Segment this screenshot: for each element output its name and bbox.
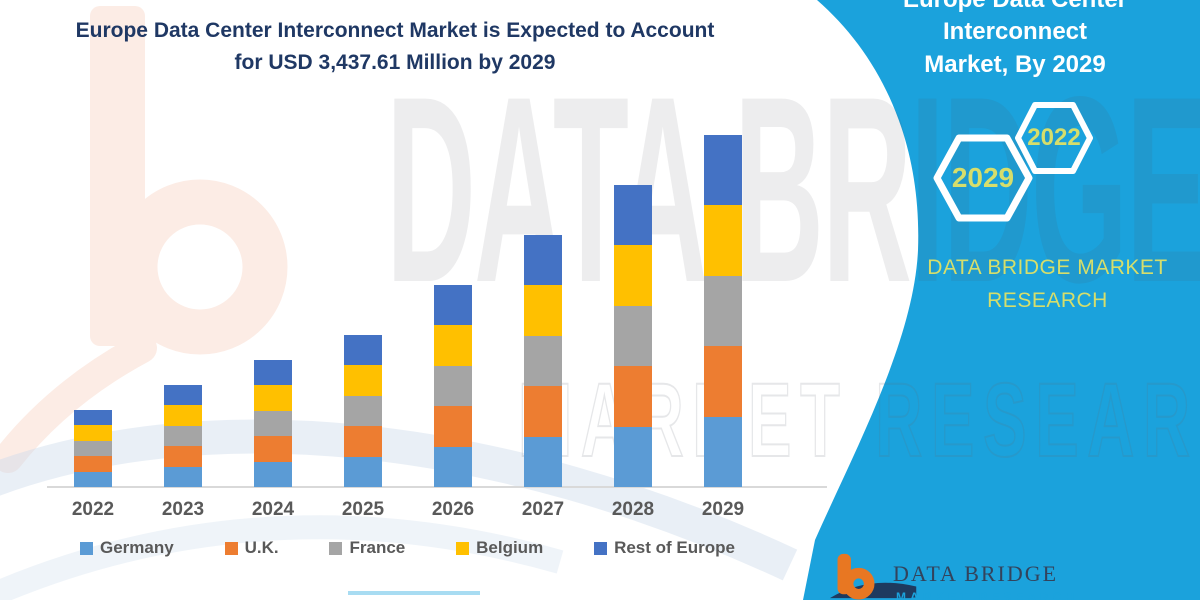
bar-2028 <box>614 185 652 487</box>
legend-label: Belgium <box>476 538 544 557</box>
bar-segment-rest-of-europe <box>74 410 112 426</box>
page-title-line1: Europe Data Center Interconnect Market i… <box>75 19 715 42</box>
legend-item-u-k-: U.K. <box>224 538 279 558</box>
brand-wordmark: DATA BRIDGE MARKET RESEARCH <box>915 252 1180 317</box>
bar-2024 <box>254 360 292 487</box>
x-axis-line <box>47 486 827 488</box>
hexagon-badge-2029: 2029 <box>933 133 1033 223</box>
bar-segment-u-k- <box>74 456 112 472</box>
page-title-line2: for USD 3,437.61 Million by 2029 <box>234 50 556 74</box>
bar-segment-u-k- <box>614 366 652 427</box>
bar-segment-france <box>254 410 292 437</box>
bar-segment-france <box>164 425 202 447</box>
bar-segment-belgium <box>344 365 382 396</box>
logo-name-text: DATA BRIDGE <box>893 561 1059 586</box>
side-panel-title: Europe Data Center Interconnect Market, … <box>850 0 1180 81</box>
bar-segment-germany <box>254 461 292 487</box>
bar-2027 <box>524 235 562 487</box>
hexagon-year-label: 2029 <box>951 162 1015 193</box>
bar-segment-france <box>704 275 742 347</box>
bar-segment-u-k- <box>434 406 472 447</box>
legend-marker-icon <box>80 541 93 555</box>
bar-segment-france <box>614 305 652 367</box>
bar-segment-rest-of-europe <box>164 385 202 406</box>
legend-label: Rest of Europe <box>614 538 735 557</box>
bar-segment-germany <box>524 436 562 487</box>
bar-2025 <box>344 335 382 487</box>
bar-segment-rest-of-europe <box>344 335 382 366</box>
bar-segment-belgium <box>74 425 112 441</box>
bar-2023 <box>164 385 202 487</box>
x-axis-label-2023: 2023 <box>161 499 205 520</box>
legend-label: U.K. <box>244 538 279 557</box>
x-axis-label-2028: 2028 <box>611 499 655 520</box>
bar-segment-france <box>344 395 382 427</box>
bar-segment-belgium <box>524 285 562 336</box>
bar-segment-rest-of-europe <box>434 285 472 326</box>
bar-segment-rest-of-europe <box>614 185 652 246</box>
bar-segment-u-k- <box>344 426 382 457</box>
legend-label: Germany <box>100 538 174 557</box>
legend-item-france: France <box>329 538 405 558</box>
brand-wordmark-line2: RESEARCH <box>987 288 1108 312</box>
bar-segment-germany <box>164 466 202 487</box>
bar-2026 <box>434 285 472 487</box>
hexagon-year-label: 2022 <box>1027 124 1081 151</box>
legend-marker-icon <box>329 541 343 555</box>
bar-segment-u-k- <box>164 446 202 467</box>
pale-logo-watermark <box>0 6 288 473</box>
bar-segment-france <box>434 365 472 407</box>
bar-segment-germany <box>74 471 112 487</box>
legend-marker-icon <box>224 541 238 555</box>
legend-item-germany: Germany <box>80 538 174 558</box>
bar-segment-germany <box>434 446 472 487</box>
bar-segment-germany <box>704 416 742 487</box>
bar-segment-u-k- <box>524 386 562 437</box>
brand-wordmark-line1: DATA BRIDGE MARKET <box>927 256 1168 279</box>
bar-2022 <box>74 410 112 487</box>
bar-segment-u-k- <box>254 436 292 462</box>
bar-segment-france <box>524 335 562 387</box>
bar-segment-germany <box>614 426 652 487</box>
side-panel-title-line2: Market, By 2029 <box>924 50 1106 78</box>
legend-label: France <box>349 538 406 557</box>
bar-2029 <box>704 135 742 487</box>
x-axis-label-2029: 2029 <box>701 499 745 520</box>
legend-marker-icon <box>594 541 608 555</box>
x-axis-label-2024: 2024 <box>251 499 295 520</box>
bar-segment-rest-of-europe <box>524 235 562 286</box>
hexagon-badge-2022: 2022 <box>1015 101 1093 175</box>
bar-segment-belgium <box>254 385 292 411</box>
teal-dash-watermark <box>348 591 480 595</box>
x-axis-label-2022: 2022 <box>71 499 115 520</box>
stacked-bar-chart: 2022 2023 2024 2025 2026 2027 2028 2029 <box>47 128 827 520</box>
hexagon-outline-icon <box>1015 102 1093 174</box>
hexagon-outline-icon <box>933 134 1033 222</box>
bar-segment-belgium <box>434 325 472 366</box>
legend-item-rest-of-europe: Rest of Europe <box>594 538 735 558</box>
legend-marker-icon <box>456 541 470 555</box>
bar-segment-france <box>74 440 112 457</box>
x-axis-label-2026: 2026 <box>431 499 475 520</box>
bar-segment-belgium <box>704 205 742 276</box>
page-title: Europe Data Center Interconnect Market i… <box>45 15 745 79</box>
bar-segment-u-k- <box>704 346 742 417</box>
side-panel-title-line1: Europe Data Center Interconnect <box>903 0 1127 46</box>
logo-sub-text: MARKET RESEARCH <box>896 590 1079 600</box>
x-axis-label-2027: 2027 <box>521 499 565 520</box>
bar-segment-belgium <box>614 245 652 306</box>
bar-segment-rest-of-europe <box>704 135 742 206</box>
x-axis-label-2025: 2025 <box>341 499 385 520</box>
bar-segment-germany <box>344 456 382 487</box>
legend-item-belgium: Belgium <box>456 538 543 558</box>
side-panel-shape <box>803 0 1200 600</box>
databridge-logo-icon <box>829 553 917 600</box>
chart-legend: Germany U.K. France Belgium Rest of Europe <box>80 538 735 558</box>
bar-segment-rest-of-europe <box>254 360 292 386</box>
bar-segment-belgium <box>164 405 202 426</box>
